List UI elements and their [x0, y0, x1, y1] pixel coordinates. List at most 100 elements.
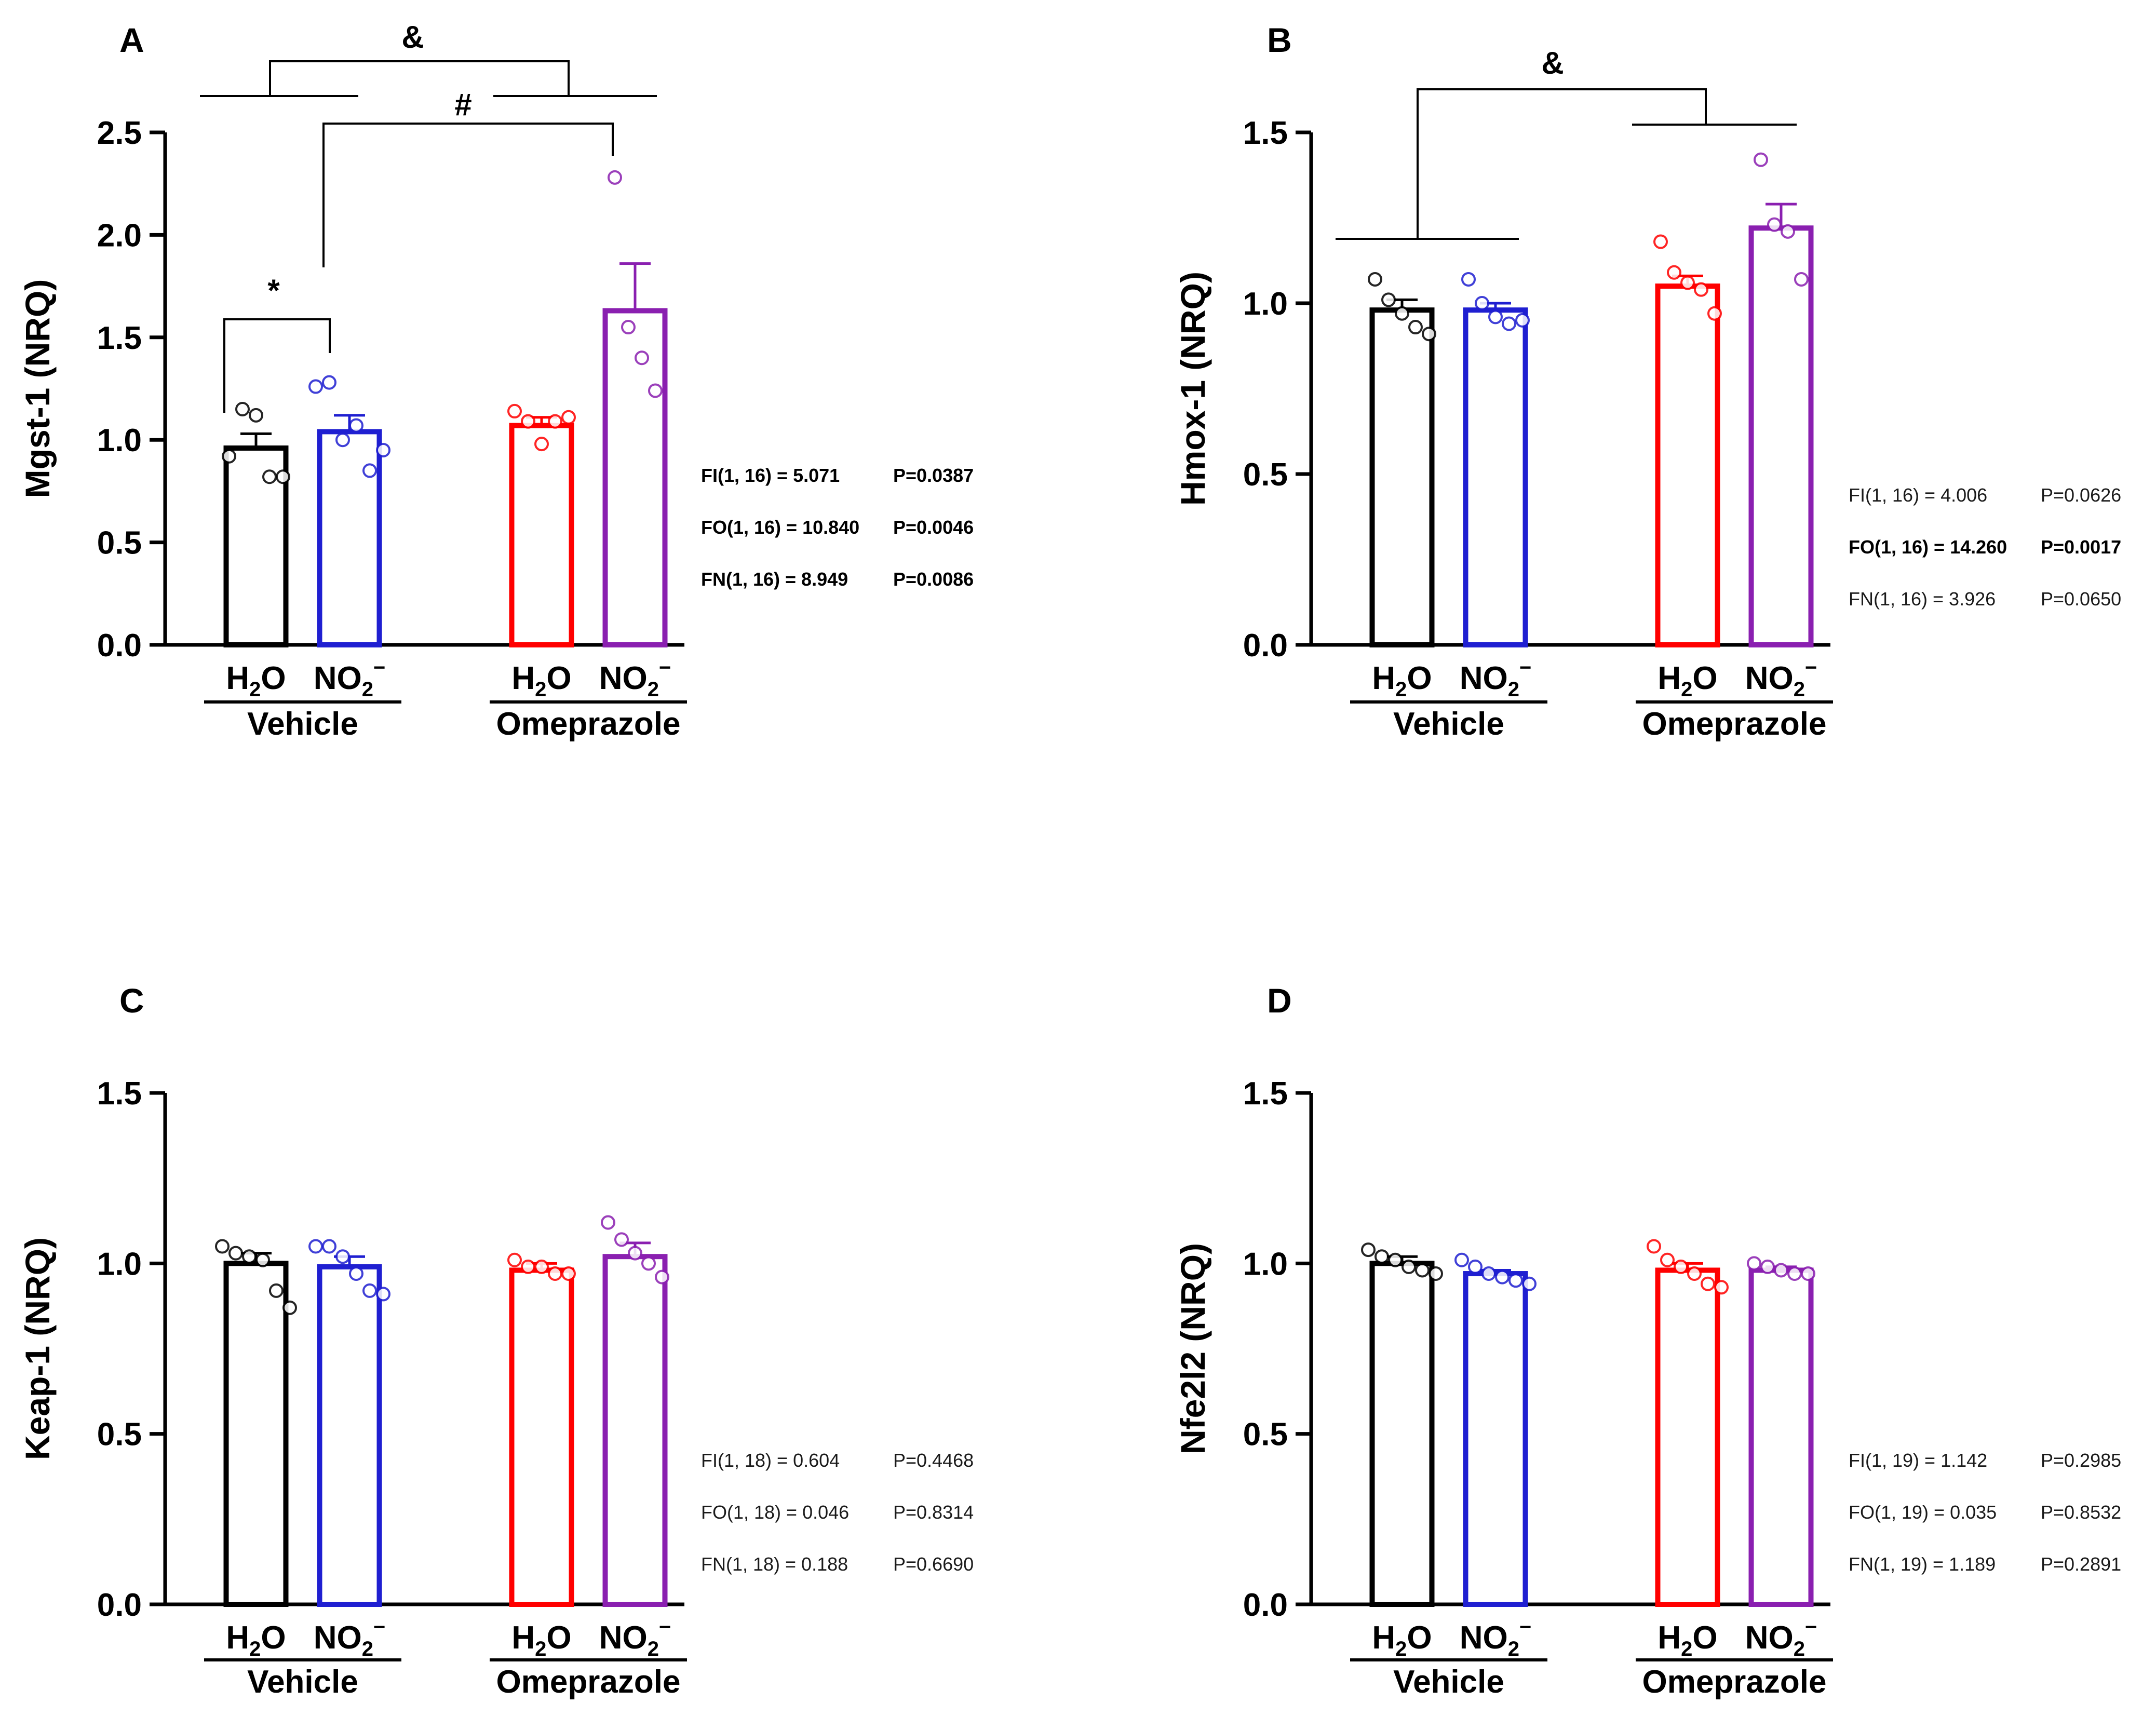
- bar: [1748, 1267, 1814, 1607]
- y-tick-label: 2.0: [97, 218, 142, 253]
- data-point: [1760, 1259, 1775, 1274]
- data-point: [1674, 1259, 1688, 1274]
- data-point: [282, 1300, 297, 1315]
- group-label-omeprazole: Omeprazole: [496, 706, 681, 742]
- stat-label: FI(1, 19) = 1.142: [1849, 1450, 1987, 1471]
- x-label-part: O: [1692, 660, 1717, 696]
- x-label-h2o: H2O: [511, 1620, 571, 1660]
- stat-label: FN(1, 19) = 1.189: [1849, 1553, 1996, 1575]
- x-label-sup: −: [659, 656, 671, 679]
- x-label-sub: 2: [1395, 678, 1407, 701]
- data-point: [1794, 272, 1809, 287]
- x-label-sub: 2: [648, 678, 659, 701]
- significance-symbol: *: [267, 273, 280, 308]
- data-point: [621, 320, 636, 335]
- data-point: [222, 449, 236, 464]
- significance-symbol: #: [454, 87, 471, 122]
- data-point: [1653, 234, 1668, 249]
- y-tick-label: 1.5: [97, 1076, 142, 1112]
- data-point: [322, 1239, 336, 1254]
- y-tick-label: 0.0: [97, 628, 142, 664]
- bracket-line: [269, 60, 570, 96]
- y-tick-label: 1.0: [1243, 286, 1288, 322]
- x-label-part: NO: [1460, 1620, 1508, 1656]
- data-point: [249, 408, 263, 423]
- x-label-sub: 2: [362, 1638, 373, 1660]
- data-point: [1502, 316, 1516, 331]
- data-point: [561, 410, 576, 425]
- data-point: [507, 1252, 522, 1267]
- data-point: [362, 463, 377, 478]
- data-point: [215, 1239, 230, 1254]
- data-point: [534, 437, 549, 452]
- x-label-part: O: [261, 1620, 286, 1656]
- x-label-h2o: H2O: [1372, 1620, 1432, 1660]
- data-point: [228, 1246, 243, 1261]
- stat-p-value: P=0.0086: [893, 569, 974, 590]
- data-point: [507, 403, 522, 418]
- y-tick-label: 0.5: [97, 525, 142, 561]
- bar: [223, 1261, 289, 1607]
- bar: [1748, 225, 1814, 647]
- bar: [1463, 1271, 1528, 1607]
- x-label-part: O: [1692, 1620, 1717, 1656]
- x-label-part: O: [261, 660, 286, 696]
- bar-group: [1748, 152, 1814, 647]
- y-tick-label: 1.0: [97, 423, 142, 458]
- y-tick-label: 1.0: [97, 1246, 142, 1282]
- x-label-part: H: [1372, 660, 1395, 696]
- data-point: [1508, 1273, 1523, 1288]
- x-label-sub: 2: [648, 1638, 659, 1660]
- stat-label: FO(1, 19) = 0.035: [1849, 1502, 1997, 1523]
- y-tick-label: 0.0: [97, 1587, 142, 1623]
- stat-p-value: P=0.0046: [893, 517, 974, 538]
- stat-label: FO(1, 18) = 0.046: [701, 1502, 849, 1523]
- x-label-sup: −: [1805, 1616, 1817, 1639]
- x-label-part: O: [1407, 1620, 1432, 1656]
- x-label-no2: NO2−: [599, 1616, 671, 1660]
- panel-letter: D: [1267, 981, 1292, 1020]
- data-point: [349, 1266, 363, 1281]
- x-label-no2: NO2−: [314, 1616, 386, 1660]
- data-point: [1475, 296, 1489, 310]
- data-point: [1381, 292, 1396, 307]
- data-point: [1408, 320, 1423, 335]
- data-point: [335, 1249, 350, 1264]
- data-point: [1694, 282, 1708, 297]
- stat-p-value: P=0.0387: [893, 465, 974, 486]
- data-point: [1395, 306, 1409, 321]
- bracket-line: [1417, 88, 1707, 239]
- data-point: [1488, 309, 1503, 325]
- stat-label: FI(1, 18) = 0.604: [701, 1450, 840, 1471]
- data-point: [1701, 1276, 1715, 1291]
- data-point: [349, 418, 363, 433]
- stat-p-value: P=0.8314: [893, 1502, 974, 1523]
- x-label-sub: 2: [535, 678, 546, 701]
- group-label-vehicle: Vehicle: [1393, 1664, 1504, 1700]
- data-point: [1454, 1252, 1469, 1267]
- bar: [602, 1254, 668, 1607]
- x-label-part: NO: [599, 1620, 648, 1656]
- x-label-part: NO: [1745, 1620, 1794, 1656]
- bar: [223, 445, 289, 647]
- y-tick-label: 2.5: [97, 115, 142, 151]
- bar-group: [1461, 272, 1530, 647]
- bar-group: [308, 1239, 390, 1607]
- data-point: [1522, 1276, 1537, 1291]
- y-tick-label: 1.5: [1243, 115, 1288, 151]
- stat-label: FO(1, 16) = 14.260: [1849, 536, 2007, 558]
- y-tick-label: 0.5: [1243, 457, 1288, 493]
- stat-p-value: P=0.0650: [2041, 588, 2121, 610]
- bar-group: [1361, 1242, 1443, 1607]
- x-label-part: NO: [314, 660, 362, 696]
- bar-group: [601, 1215, 669, 1607]
- x-label-sub: 2: [249, 678, 261, 701]
- x-label-sub: 2: [1508, 1638, 1519, 1660]
- panel-letter: C: [119, 981, 144, 1020]
- data-point: [1495, 1269, 1510, 1285]
- data-point: [534, 1259, 549, 1274]
- group-label-omeprazole: Omeprazole: [1642, 706, 1827, 742]
